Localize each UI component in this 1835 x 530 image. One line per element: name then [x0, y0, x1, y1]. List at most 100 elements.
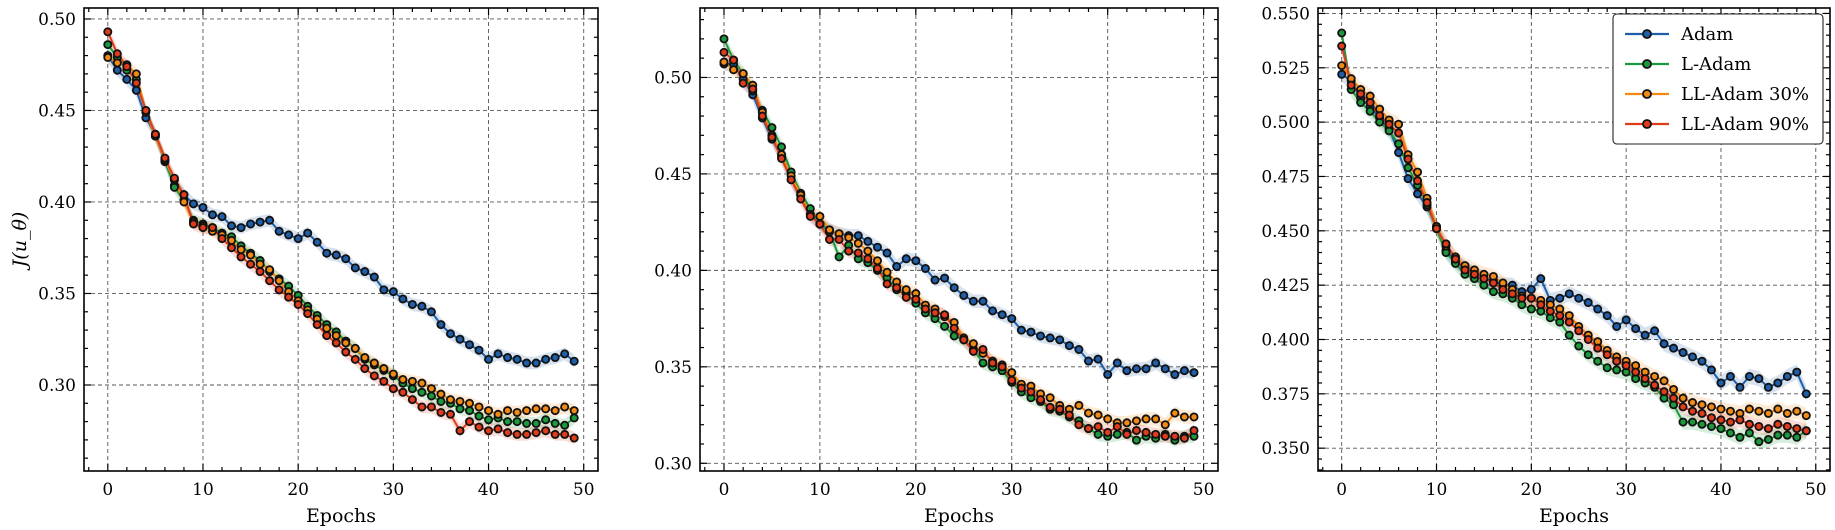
data-point [1735, 415, 1745, 425]
data-point [1151, 358, 1161, 368]
data-point [757, 111, 767, 121]
data-point [1413, 189, 1423, 199]
confidence-band [723, 32, 1195, 447]
data-point [1093, 422, 1103, 432]
data-point [379, 285, 389, 295]
data-point [1122, 418, 1132, 428]
data-point [1669, 343, 1679, 353]
y-tick-label: 0.350 [1261, 439, 1310, 459]
data-point [1697, 400, 1707, 410]
data-point [407, 376, 417, 386]
data-point [503, 428, 513, 438]
data-point [1792, 432, 1802, 442]
data-point [1763, 382, 1773, 392]
data-point [227, 243, 237, 253]
data-point [1744, 371, 1754, 381]
data-point [1403, 174, 1413, 184]
data-point [863, 236, 873, 246]
data-point [493, 349, 503, 359]
data-point [1045, 333, 1055, 343]
data-point [1422, 198, 1432, 208]
data-point [1631, 367, 1641, 377]
data-point [853, 231, 863, 241]
data-point [1716, 404, 1726, 414]
data-point [1507, 289, 1517, 299]
data-point [1536, 300, 1546, 310]
series-line [106, 55, 575, 365]
data-point [1160, 420, 1170, 430]
data-point [959, 290, 969, 300]
x-tick-label: 30 [383, 480, 405, 500]
data-point [322, 248, 332, 258]
data-point [179, 190, 189, 200]
data-point [1384, 119, 1394, 129]
data-point [293, 234, 303, 244]
data-point [1688, 398, 1698, 408]
data-point [1564, 317, 1574, 327]
data-point [550, 429, 560, 439]
data-point [1413, 167, 1423, 177]
data-point [815, 211, 825, 221]
y-tick-label: 0.475 [1261, 167, 1310, 187]
data-point [1337, 41, 1347, 51]
data-point [1403, 154, 1413, 164]
data-point [560, 420, 570, 430]
x-tick-label: 20 [1521, 480, 1543, 500]
data-point [474, 411, 484, 421]
data-point [1574, 326, 1584, 336]
data-point [738, 78, 748, 88]
confidence-band [723, 55, 1195, 432]
data-point [112, 58, 122, 68]
data-point [169, 182, 179, 192]
data-point [417, 378, 427, 388]
data-point [1394, 148, 1404, 158]
data-point [560, 349, 570, 359]
data-point [331, 250, 341, 260]
data-point [834, 234, 844, 244]
data-point [1716, 424, 1726, 434]
data-point [1016, 383, 1026, 393]
x-tick-label: 20 [287, 480, 309, 500]
data-point [407, 384, 417, 394]
data-point [227, 235, 237, 245]
data-point [1007, 368, 1017, 378]
data-point [805, 211, 815, 221]
data-point [1706, 421, 1716, 431]
data-point [1337, 28, 1347, 38]
data-point [445, 329, 455, 339]
data-point [1179, 433, 1189, 443]
data-point [493, 424, 503, 434]
legend-label: Adam [1680, 24, 1733, 45]
data-point [1792, 406, 1802, 416]
data-point [341, 347, 351, 357]
data-point [407, 299, 417, 309]
data-point [1526, 284, 1536, 294]
data-point [1441, 239, 1451, 249]
data-point [1064, 410, 1074, 420]
data-point [1141, 364, 1151, 374]
data-point [464, 406, 474, 416]
data-point [1084, 424, 1094, 434]
data-point [1773, 404, 1783, 414]
data-point [1122, 429, 1132, 439]
data-point [777, 142, 787, 152]
data-point [853, 248, 863, 258]
data-point [455, 396, 465, 406]
data-point [748, 84, 758, 94]
y-tick-label: 0.40 [38, 193, 76, 213]
data-point [1045, 393, 1055, 403]
x-tick-label: 50 [1193, 480, 1215, 500]
data-point [1189, 368, 1199, 378]
data-point [531, 358, 541, 368]
data-point [207, 210, 217, 220]
data-point [484, 415, 494, 425]
data-point [920, 263, 930, 273]
data-point [265, 215, 275, 225]
x-tick-label: 40 [1097, 480, 1119, 500]
data-point [1016, 325, 1026, 335]
data-point [1403, 163, 1413, 173]
data-point [1413, 176, 1423, 186]
data-point [949, 283, 959, 293]
data-point [1517, 293, 1527, 303]
y-tick-label: 0.50 [654, 68, 692, 88]
